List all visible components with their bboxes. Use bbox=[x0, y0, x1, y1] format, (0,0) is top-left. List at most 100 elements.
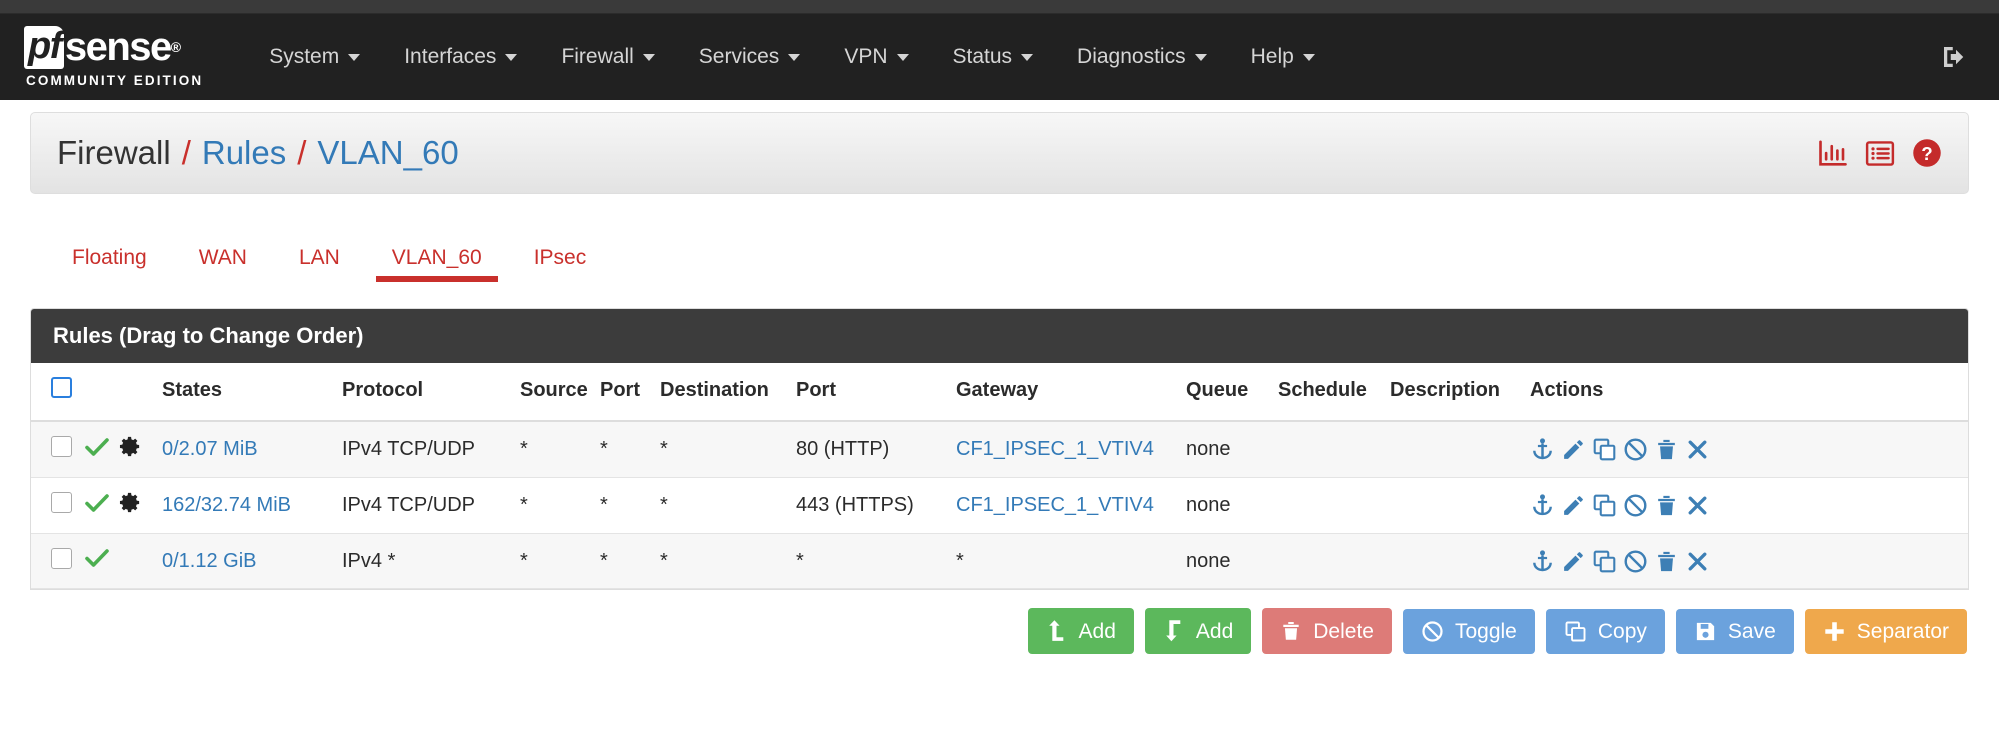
copy-icon[interactable] bbox=[1592, 437, 1617, 462]
row-checkbox[interactable] bbox=[51, 547, 72, 569]
anchor-icon[interactable] bbox=[1530, 437, 1555, 462]
col-description: Description bbox=[1384, 363, 1524, 422]
row-protocol-cell: IPv4 * bbox=[336, 533, 514, 589]
chevron-down-icon bbox=[642, 53, 655, 61]
log-list-icon[interactable] bbox=[1865, 140, 1895, 167]
anchor-icon[interactable] bbox=[1530, 493, 1555, 518]
pfsense-logo[interactable]: pf sense ® COMMUNITY EDITION bbox=[24, 26, 203, 88]
col-dest-port: Port bbox=[790, 363, 950, 422]
button-label: Copy bbox=[1597, 619, 1647, 643]
tab-lan[interactable]: LAN bbox=[273, 246, 366, 290]
add-separator-button[interactable]: Separator bbox=[1804, 608, 1967, 654]
tab-floating[interactable]: Floating bbox=[46, 246, 173, 290]
copy-rules-button[interactable]: Copy bbox=[1545, 608, 1665, 654]
table-row[interactable]: 0/2.07 MiB IPv4 TCP/UDP * * * 80 (HTTP) … bbox=[31, 421, 1968, 478]
breadcrumb-section-rules[interactable]: Rules bbox=[201, 134, 287, 171]
button-label: Delete bbox=[1313, 619, 1374, 643]
edit-pencil-icon[interactable] bbox=[1561, 437, 1586, 462]
add-rule-bottom-button[interactable]: Add bbox=[1144, 608, 1252, 654]
nav-item-help[interactable]: Help bbox=[1229, 35, 1337, 79]
row-actions-cell bbox=[1524, 421, 1968, 478]
delete-trash-icon[interactable] bbox=[1654, 437, 1679, 462]
table-row[interactable]: 0/1.12 GiB IPv4 * * * * * * none bbox=[31, 533, 1968, 589]
nav-item-label: System bbox=[269, 45, 340, 68]
row-checkbox[interactable] bbox=[51, 492, 72, 513]
disable-icon[interactable] bbox=[1623, 493, 1648, 518]
tab-label: VLAN_60 bbox=[391, 246, 482, 269]
breadcrumb-current-vlan60[interactable]: VLAN_60 bbox=[317, 134, 459, 171]
edit-pencil-icon[interactable] bbox=[1561, 549, 1586, 574]
statistics-icon[interactable] bbox=[1818, 139, 1848, 167]
chevron-down-icon bbox=[1021, 53, 1034, 61]
row-destination-cell: * bbox=[654, 421, 790, 478]
rules-panel-title: Rules (Drag to Change Order) bbox=[31, 309, 1968, 363]
row-status-cell bbox=[78, 421, 156, 478]
pass-check-icon bbox=[84, 436, 110, 464]
col-gateway: Gateway bbox=[950, 363, 1180, 422]
states-link[interactable]: 162/32.74 MiB bbox=[162, 494, 291, 516]
nav-item-system[interactable]: System bbox=[247, 35, 382, 79]
anchor-icon[interactable] bbox=[1530, 549, 1555, 574]
advanced-gear-icon[interactable] bbox=[119, 491, 142, 520]
nav-item-firewall[interactable]: Firewall bbox=[539, 35, 676, 79]
row-protocol-cell: IPv4 TCP/UDP bbox=[336, 421, 514, 478]
gateway-link[interactable]: CF1_IPSEC_1_VTIV4 bbox=[956, 494, 1154, 516]
disable-icon[interactable] bbox=[1623, 549, 1648, 574]
nav-item-diagnostics[interactable]: Diagnostics bbox=[1055, 35, 1229, 79]
add-rule-top-button[interactable]: Add bbox=[1027, 608, 1134, 654]
row-queue-cell: none bbox=[1180, 477, 1272, 534]
advanced-gear-icon[interactable] bbox=[119, 435, 142, 464]
nav-item-interfaces[interactable]: Interfaces bbox=[382, 35, 539, 79]
copy-icon[interactable] bbox=[1592, 493, 1617, 518]
tab-label: LAN bbox=[298, 246, 340, 269]
row-states-cell: 162/32.74 MiB bbox=[156, 477, 336, 534]
col-schedule: Schedule bbox=[1272, 363, 1384, 422]
table-row[interactable]: 162/32.74 MiB IPv4 TCP/UDP * * * 443 (HT… bbox=[31, 477, 1968, 534]
browser-top-strip bbox=[0, 0, 1999, 14]
col-protocol: Protocol bbox=[336, 363, 514, 422]
row-source-port-cell: * bbox=[594, 477, 654, 534]
tab-vlan-60[interactable]: VLAN_60 bbox=[366, 246, 508, 290]
col-destination: Destination bbox=[654, 363, 790, 422]
toggle-rules-button[interactable]: Toggle bbox=[1402, 608, 1535, 654]
logout-icon[interactable] bbox=[1939, 42, 1969, 72]
nav-item-services[interactable]: Services bbox=[677, 35, 823, 79]
rules-action-buttons: Add Add Delete bbox=[30, 608, 1969, 654]
remove-x-icon[interactable] bbox=[1685, 437, 1710, 462]
edit-pencil-icon[interactable] bbox=[1561, 493, 1586, 518]
save-rules-button[interactable]: Save bbox=[1675, 608, 1794, 654]
help-circle-icon[interactable]: ? bbox=[1912, 138, 1942, 168]
states-link[interactable]: 0/2.07 MiB bbox=[162, 438, 258, 460]
row-description-cell bbox=[1384, 421, 1524, 478]
col-actions: Actions bbox=[1524, 363, 1968, 422]
disable-icon[interactable] bbox=[1623, 437, 1648, 462]
row-actions-cell bbox=[1524, 477, 1968, 534]
row-protocol-cell: IPv4 TCP/UDP bbox=[336, 477, 514, 534]
row-destination-cell: * bbox=[654, 477, 790, 534]
nav-item-status[interactable]: Status bbox=[931, 35, 1056, 79]
states-link[interactable]: 0/1.12 GiB bbox=[162, 549, 257, 572]
row-checkbox[interactable] bbox=[51, 436, 72, 457]
tab-ipsec[interactable]: IPsec bbox=[508, 246, 613, 290]
select-all-checkbox[interactable] bbox=[51, 377, 72, 398]
copy-icon[interactable] bbox=[1592, 549, 1617, 574]
remove-x-icon[interactable] bbox=[1685, 549, 1710, 574]
chevron-down-icon bbox=[788, 53, 801, 61]
chevron-down-icon bbox=[505, 53, 518, 61]
delete-trash-icon[interactable] bbox=[1654, 493, 1679, 518]
remove-x-icon[interactable] bbox=[1685, 493, 1710, 518]
button-label: Add bbox=[1195, 619, 1234, 643]
nav-item-label: Status bbox=[952, 45, 1013, 68]
delete-rules-button[interactable]: Delete bbox=[1262, 608, 1392, 654]
col-source: Source bbox=[514, 363, 594, 422]
chevron-down-icon bbox=[1194, 53, 1207, 61]
row-source-port-cell: * bbox=[594, 533, 654, 589]
row-gateway-cell: * bbox=[950, 533, 1180, 589]
tab-wan[interactable]: WAN bbox=[173, 246, 273, 290]
delete-trash-icon[interactable] bbox=[1654, 549, 1679, 574]
button-label: Add bbox=[1078, 619, 1116, 643]
row-dest-port-cell: 80 (HTTP) bbox=[790, 421, 950, 478]
gateway-link[interactable]: CF1_IPSEC_1_VTIV4 bbox=[956, 438, 1154, 460]
nav-item-vpn[interactable]: VPN bbox=[822, 35, 930, 79]
pass-check-icon bbox=[84, 547, 110, 575]
